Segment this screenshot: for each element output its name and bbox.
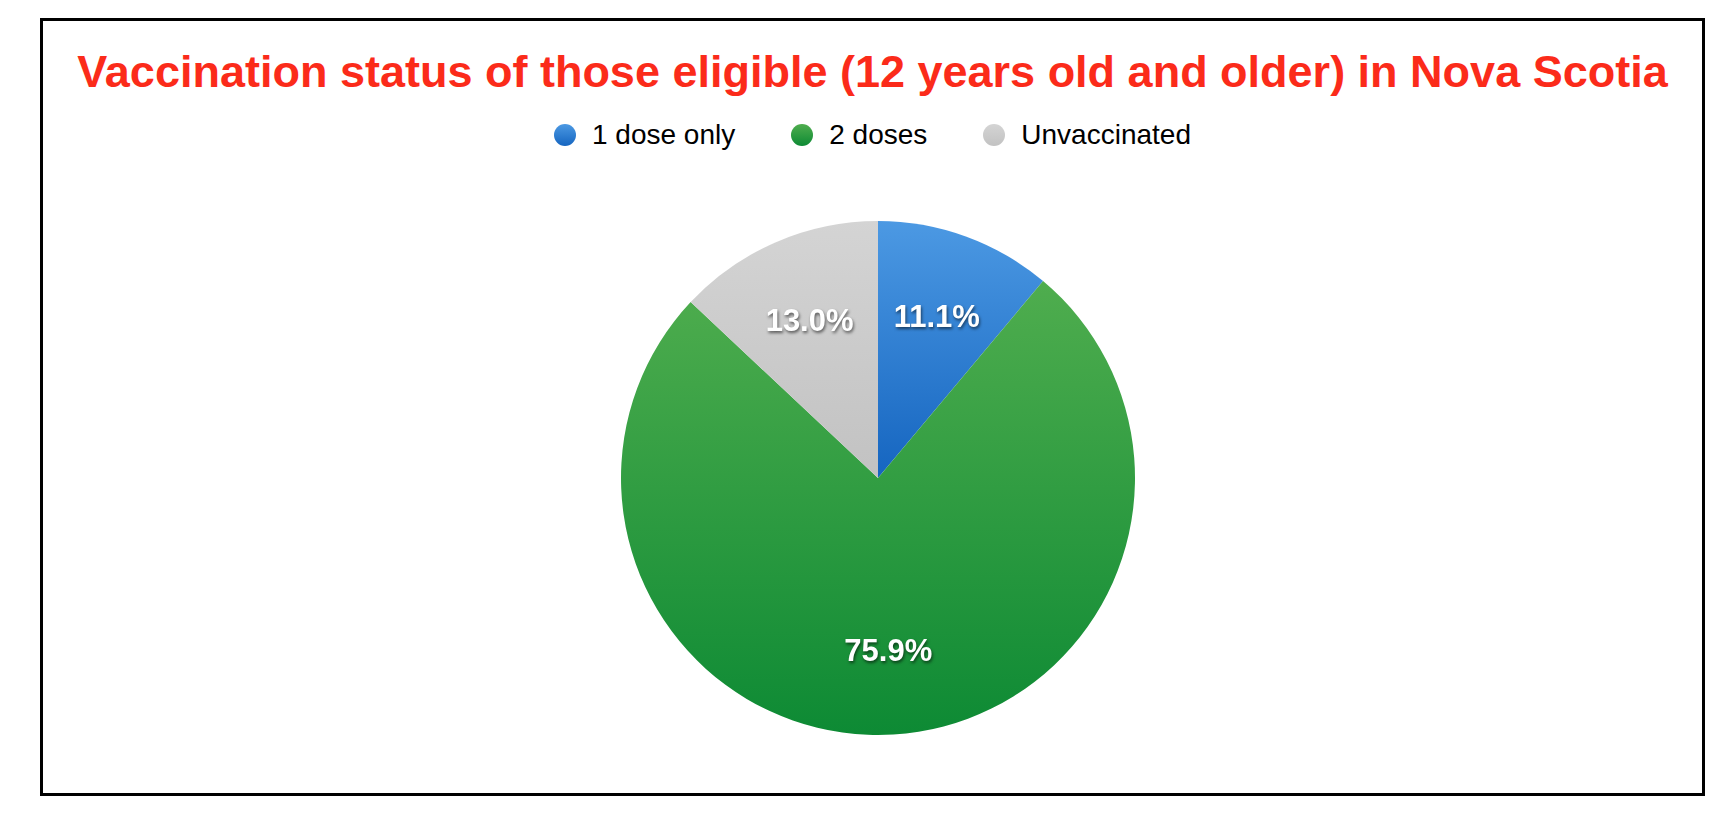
legend-item-unvaccinated: Unvaccinated [983,119,1191,151]
legend-swatch-unvaccinated-icon [983,124,1005,146]
pie-slice-value-label: 11.1% [894,299,980,334]
legend-swatch-1-dose-only-icon [554,124,576,146]
legend: 1 dose only 2 doses Unvaccinated [43,119,1702,151]
legend-item-1-dose-only: 1 dose only [554,119,735,151]
legend-label: 1 dose only [592,119,735,151]
legend-swatch-2-doses-icon [791,124,813,146]
legend-item-2-doses: 2 doses [791,119,927,151]
chart-frame: Vaccination status of those eligible (12… [40,18,1705,796]
pie-slice-value-label: 13.0% [766,303,854,338]
legend-label: Unvaccinated [1021,119,1191,151]
legend-label: 2 doses [829,119,927,151]
pie-chart: 11.1% 75.9% 13.0% [598,198,1158,758]
page: Vaccination status of those eligible (12… [0,0,1724,816]
pie-slice-value-label: 75.9% [844,633,932,668]
chart-title: Vaccination status of those eligible (12… [53,47,1692,97]
